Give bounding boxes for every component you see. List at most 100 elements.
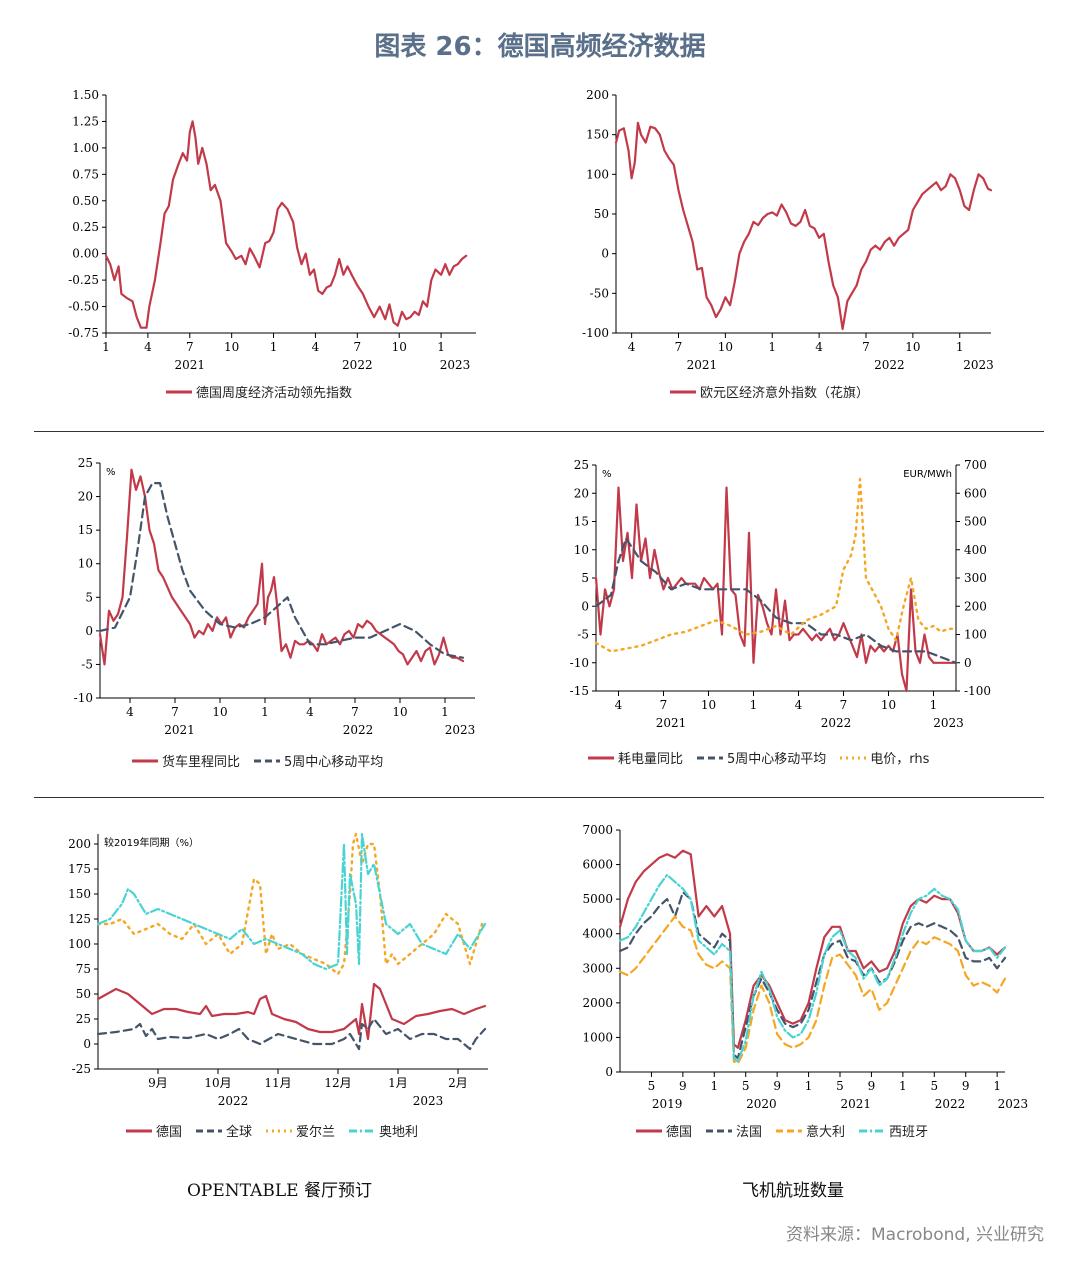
legend-label: 5周中心移动平均 bbox=[727, 752, 827, 767]
year-label: 2021 bbox=[656, 716, 687, 730]
x-tick-label: 1 bbox=[750, 698, 758, 712]
chart-leading-index: 1.50 1.25 1.00 0.75 0.50 0.25 0.00 -0.25 -0.50 -0… bbox=[50, 85, 490, 385]
rhs-unit-label: EUR/MWh bbox=[903, 469, 952, 480]
year-label: 2022 bbox=[343, 723, 374, 737]
legend-item: 全球 bbox=[196, 1121, 252, 1140]
legend-truck-mileage: 货车里程同比 5周中心移动平均 bbox=[132, 751, 383, 770]
legend-label: 德国周度经济活动领先指数 bbox=[196, 386, 353, 401]
legend-item: 德国 bbox=[636, 1121, 692, 1140]
year-label: 2023 bbox=[998, 1097, 1029, 1111]
legend-item: 德国 bbox=[126, 1121, 182, 1140]
y-tick-label: -15 bbox=[570, 684, 589, 698]
series-line-3 bbox=[618, 915, 1007, 1065]
x-tick-label: 1 bbox=[102, 340, 110, 354]
year-label: 2023 bbox=[413, 1094, 444, 1108]
x-tick-label: 9 bbox=[868, 1079, 876, 1093]
y-tick-label: 1.25 bbox=[72, 114, 99, 128]
year-label: 2021 bbox=[164, 723, 195, 737]
y-tick-label: 5 bbox=[581, 571, 589, 585]
y-tick-label: 5000 bbox=[582, 892, 613, 906]
year-label: 2023 bbox=[963, 358, 994, 372]
legend-label: 耗电量同比 bbox=[618, 752, 684, 767]
year-label: 2021 bbox=[687, 358, 718, 372]
x-tick-label: 1月 bbox=[388, 1076, 408, 1090]
y-tick-label: 7000 bbox=[582, 823, 613, 837]
x-tick-label: 2月 bbox=[448, 1076, 468, 1090]
y-tick-label: 0.25 bbox=[72, 220, 99, 234]
series-line-2 bbox=[96, 1017, 487, 1051]
series-line-3 bbox=[594, 477, 958, 653]
year-label: 2023 bbox=[440, 358, 471, 372]
x-tick-label: 7 bbox=[186, 340, 194, 354]
x-tick-label: 10 bbox=[718, 340, 733, 354]
source-note: 资料来源：Macrobond, 兴业研究 bbox=[785, 1225, 1044, 1245]
y-tick-label: 75 bbox=[76, 962, 91, 976]
legend-label: 全球 bbox=[226, 1125, 253, 1140]
y2-tick-label: 700 bbox=[964, 458, 987, 472]
year-label: 2022 bbox=[218, 1094, 249, 1108]
y-tick-label: -0.25 bbox=[68, 273, 99, 287]
legend-line-navy bbox=[706, 1129, 733, 1132]
y-tick-label: -10 bbox=[570, 656, 589, 670]
series-line-4 bbox=[96, 832, 487, 971]
legend-line-navy bbox=[254, 759, 281, 762]
x-tick-label: 10 bbox=[701, 698, 716, 712]
divider bbox=[34, 431, 1044, 432]
legend-item: 5周中心移动平均 bbox=[697, 748, 826, 767]
y-tick-label: 6000 bbox=[582, 858, 613, 872]
caption-flights: 飞机航班数量 bbox=[742, 1181, 844, 1201]
legend-line-red bbox=[670, 390, 696, 393]
y-tick-label: 25 bbox=[574, 458, 589, 472]
x-tick-label: 1 bbox=[437, 340, 445, 354]
page-title: 图表 26：德国高频经济数据 bbox=[374, 32, 706, 62]
y-tick-label: 0.50 bbox=[72, 194, 99, 208]
year-label: 2019 bbox=[652, 1097, 683, 1111]
x-tick-label: 5 bbox=[742, 1079, 750, 1093]
legend-opentable: 德国 全球 爱尔兰 奥地利 bbox=[126, 1121, 418, 1140]
series-line-3 bbox=[96, 832, 484, 976]
x-tick-label: 7 bbox=[840, 698, 848, 712]
y-tick-label: 0.00 bbox=[72, 247, 99, 261]
y-tick-label: 20 bbox=[574, 486, 589, 500]
legend-line-orange bbox=[840, 756, 867, 759]
x-tick-label: 10 bbox=[392, 340, 407, 354]
x-tick-label: 4 bbox=[144, 340, 152, 354]
y-tick-label: 125 bbox=[68, 912, 91, 926]
y-tick-label: -5 bbox=[577, 628, 589, 642]
y-tick-label: 200 bbox=[586, 88, 609, 102]
legend-label: 5周中心移动平均 bbox=[284, 755, 384, 770]
y-tick-label: 150 bbox=[586, 128, 609, 142]
y-tick-label: -0.75 bbox=[68, 326, 99, 340]
y-tick-label: 5 bbox=[85, 590, 93, 604]
legend-line-red bbox=[166, 390, 192, 393]
x-tick-label: 9 bbox=[679, 1079, 687, 1093]
legend-label: 西班牙 bbox=[889, 1125, 929, 1140]
year-label: 2023 bbox=[933, 716, 964, 730]
y-tick-label: -5 bbox=[81, 657, 93, 671]
chart-surprise-index: 200 150 100 50 0 -50 -100 4 7 10 1 4 7 10 1 2021 2022 202… bbox=[560, 85, 1010, 385]
y2-tick-label: 400 bbox=[964, 543, 987, 557]
series-line-1 bbox=[98, 468, 465, 666]
y2-tick-label: 600 bbox=[964, 486, 987, 500]
y-tick-label: 0 bbox=[601, 247, 609, 261]
legend-line-red bbox=[636, 1129, 662, 1132]
y2-tick-label: 100 bbox=[964, 628, 987, 642]
y-tick-label: 4000 bbox=[582, 927, 613, 941]
series-line-2 bbox=[594, 537, 958, 664]
legend-line-cyan bbox=[349, 1129, 376, 1132]
y2-tick-label: -100 bbox=[964, 684, 991, 698]
x-tick-label: 9月 bbox=[148, 1076, 168, 1090]
legend-item: 意大利 bbox=[776, 1121, 845, 1140]
x-tick-label: 1 bbox=[261, 705, 269, 719]
legend-line-red bbox=[588, 756, 614, 759]
legend-surprise-index: 欧元区经济意外指数（花旗） bbox=[670, 382, 869, 401]
y-tick-label: 0.75 bbox=[72, 167, 99, 181]
x-tick-label: 7 bbox=[351, 705, 359, 719]
y-tick-label: -50 bbox=[590, 286, 609, 300]
x-tick-label: 4 bbox=[312, 340, 320, 354]
year-label: 2022 bbox=[874, 358, 905, 372]
legend-leading-index: 德国周度经济活动领先指数 bbox=[166, 382, 352, 401]
chart-power-consumption: 25 20 15 10 5 0 -5 -10 -15 700 600 500 400 300 200 100 0… bbox=[560, 453, 1010, 748]
y-tick-label: 2000 bbox=[582, 996, 613, 1010]
legend-item: 欧元区经济意外指数（花旗） bbox=[670, 382, 869, 401]
